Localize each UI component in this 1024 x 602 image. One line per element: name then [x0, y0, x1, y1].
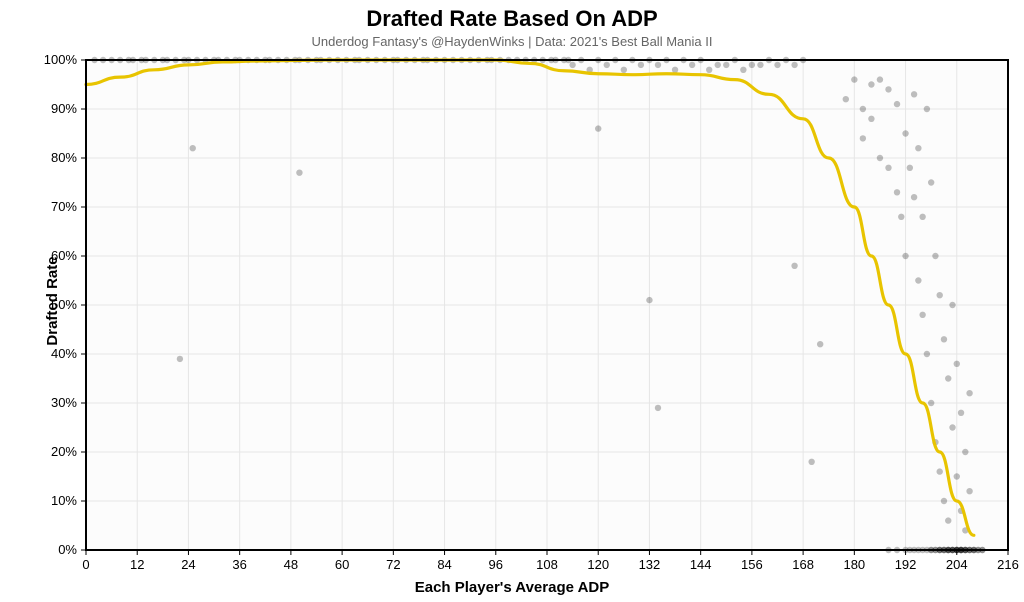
svg-text:80%: 80% [51, 150, 77, 165]
svg-text:216: 216 [997, 557, 1019, 572]
svg-text:96: 96 [489, 557, 503, 572]
svg-text:60: 60 [335, 557, 349, 572]
svg-text:72: 72 [386, 557, 400, 572]
svg-text:10%: 10% [51, 493, 77, 508]
svg-text:30%: 30% [51, 395, 77, 410]
svg-text:168: 168 [792, 557, 814, 572]
svg-text:50%: 50% [51, 297, 77, 312]
svg-text:0%: 0% [58, 542, 77, 557]
svg-text:100%: 100% [44, 52, 78, 67]
chart-container: Drafted Rate Based On ADP Underdog Fanta… [0, 0, 1024, 602]
svg-text:192: 192 [895, 557, 917, 572]
svg-text:20%: 20% [51, 444, 77, 459]
svg-text:48: 48 [284, 557, 298, 572]
svg-text:204: 204 [946, 557, 968, 572]
chart-svg: 0 12 24 36 48 60 72 84 96 108 120 132 144 156 168 180 19… [0, 0, 1024, 602]
svg-text:180: 180 [843, 557, 865, 572]
svg-text:84: 84 [437, 557, 451, 572]
svg-text:120: 120 [587, 557, 609, 572]
svg-text:132: 132 [639, 557, 661, 572]
svg-text:144: 144 [690, 557, 712, 572]
svg-text:12: 12 [130, 557, 144, 572]
svg-text:90%: 90% [51, 101, 77, 116]
svg-text:24: 24 [181, 557, 195, 572]
svg-text:60%: 60% [51, 248, 77, 263]
svg-text:70%: 70% [51, 199, 77, 214]
svg-text:40%: 40% [51, 346, 77, 361]
svg-text:0: 0 [82, 557, 89, 572]
svg-text:36: 36 [232, 557, 246, 572]
svg-text:108: 108 [536, 557, 558, 572]
svg-text:156: 156 [741, 557, 763, 572]
